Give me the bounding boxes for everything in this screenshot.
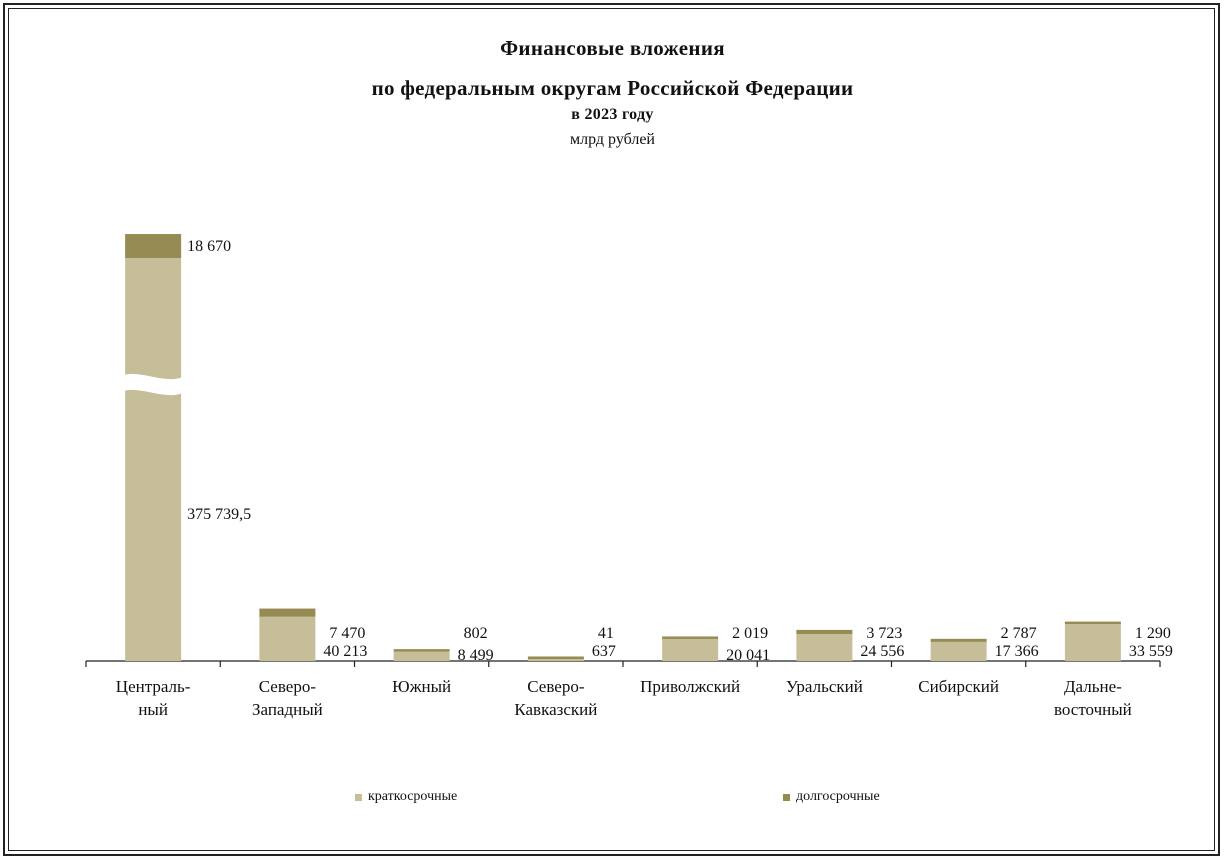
category-label: Централь-	[116, 677, 191, 696]
bar-long-term	[1064, 621, 1121, 625]
data-label-short-term: 17 366	[995, 643, 1039, 660]
category-label: Кавказский	[514, 700, 597, 719]
category-label: ный	[138, 700, 168, 719]
data-label-short-term: 33 559	[1129, 643, 1173, 660]
bar-short-term	[259, 616, 316, 661]
legend-swatch-long-term	[783, 793, 790, 801]
bar-long-term	[125, 234, 182, 258]
legend-item-long-term: долгосрочные	[783, 789, 880, 805]
category-label: Южный	[392, 677, 451, 696]
data-label-long-term: 2 787	[1001, 625, 1037, 642]
bar-short-term	[796, 633, 853, 661]
chart-title: Финансовые вложения	[500, 36, 725, 60]
category-label: Северо-	[527, 677, 585, 696]
bar-long-term	[527, 656, 584, 659]
bar-short-term	[930, 641, 987, 661]
bar-long-term	[930, 638, 987, 642]
data-label-long-term: 7 470	[329, 625, 365, 642]
data-label-short-term: 375 739,5	[187, 506, 251, 523]
chart-title-year: в 2023 году	[571, 106, 654, 123]
data-label-long-term: 18 670	[187, 238, 231, 255]
chart-unit: млрд рублей	[569, 131, 655, 148]
bar-long-term	[796, 629, 853, 634]
data-label-short-term: 40 213	[323, 643, 367, 660]
legend-item-short-term: краткосрочные	[355, 789, 457, 805]
axis-break	[121, 373, 186, 396]
bar-long-term	[662, 636, 719, 639]
category-label: Северо-	[259, 677, 317, 696]
data-label-long-term: 41	[598, 625, 614, 642]
bar-short-term	[527, 659, 584, 661]
inner-frame	[8, 8, 1215, 851]
legend-swatch-short-term	[355, 793, 362, 801]
bar-short-term	[662, 638, 719, 661]
category-label: восточный	[1054, 700, 1132, 719]
category-label: Сибирский	[918, 677, 999, 696]
bar-short-term	[125, 258, 182, 661]
data-label-short-term: 637	[592, 643, 616, 660]
data-label-long-term: 1 290	[1135, 625, 1171, 642]
legend-label-short-term: краткосрочные	[368, 789, 458, 804]
bar-short-term	[1064, 624, 1121, 661]
data-label-short-term: 20 041	[726, 647, 770, 664]
data-label-short-term: 24 556	[860, 643, 904, 660]
bar-short-term	[393, 651, 450, 661]
data-label-long-term: 802	[464, 625, 488, 642]
category-label: Дальне-	[1064, 677, 1122, 696]
category-label: Уральский	[786, 677, 863, 696]
data-label-long-term: 3 723	[866, 625, 902, 642]
category-label: Приволжский	[640, 677, 740, 696]
chart-title-line2: по федеральным округам Российской Федера…	[371, 76, 854, 100]
bar-long-term	[393, 649, 450, 652]
legend-label-long-term: долгосрочные	[796, 789, 880, 804]
data-label-short-term: 8 499	[458, 647, 494, 664]
category-label: Западный	[252, 700, 323, 719]
bar-long-term	[259, 608, 316, 617]
outer-frame	[3, 3, 1220, 856]
data-label-long-term: 2 019	[732, 625, 768, 642]
